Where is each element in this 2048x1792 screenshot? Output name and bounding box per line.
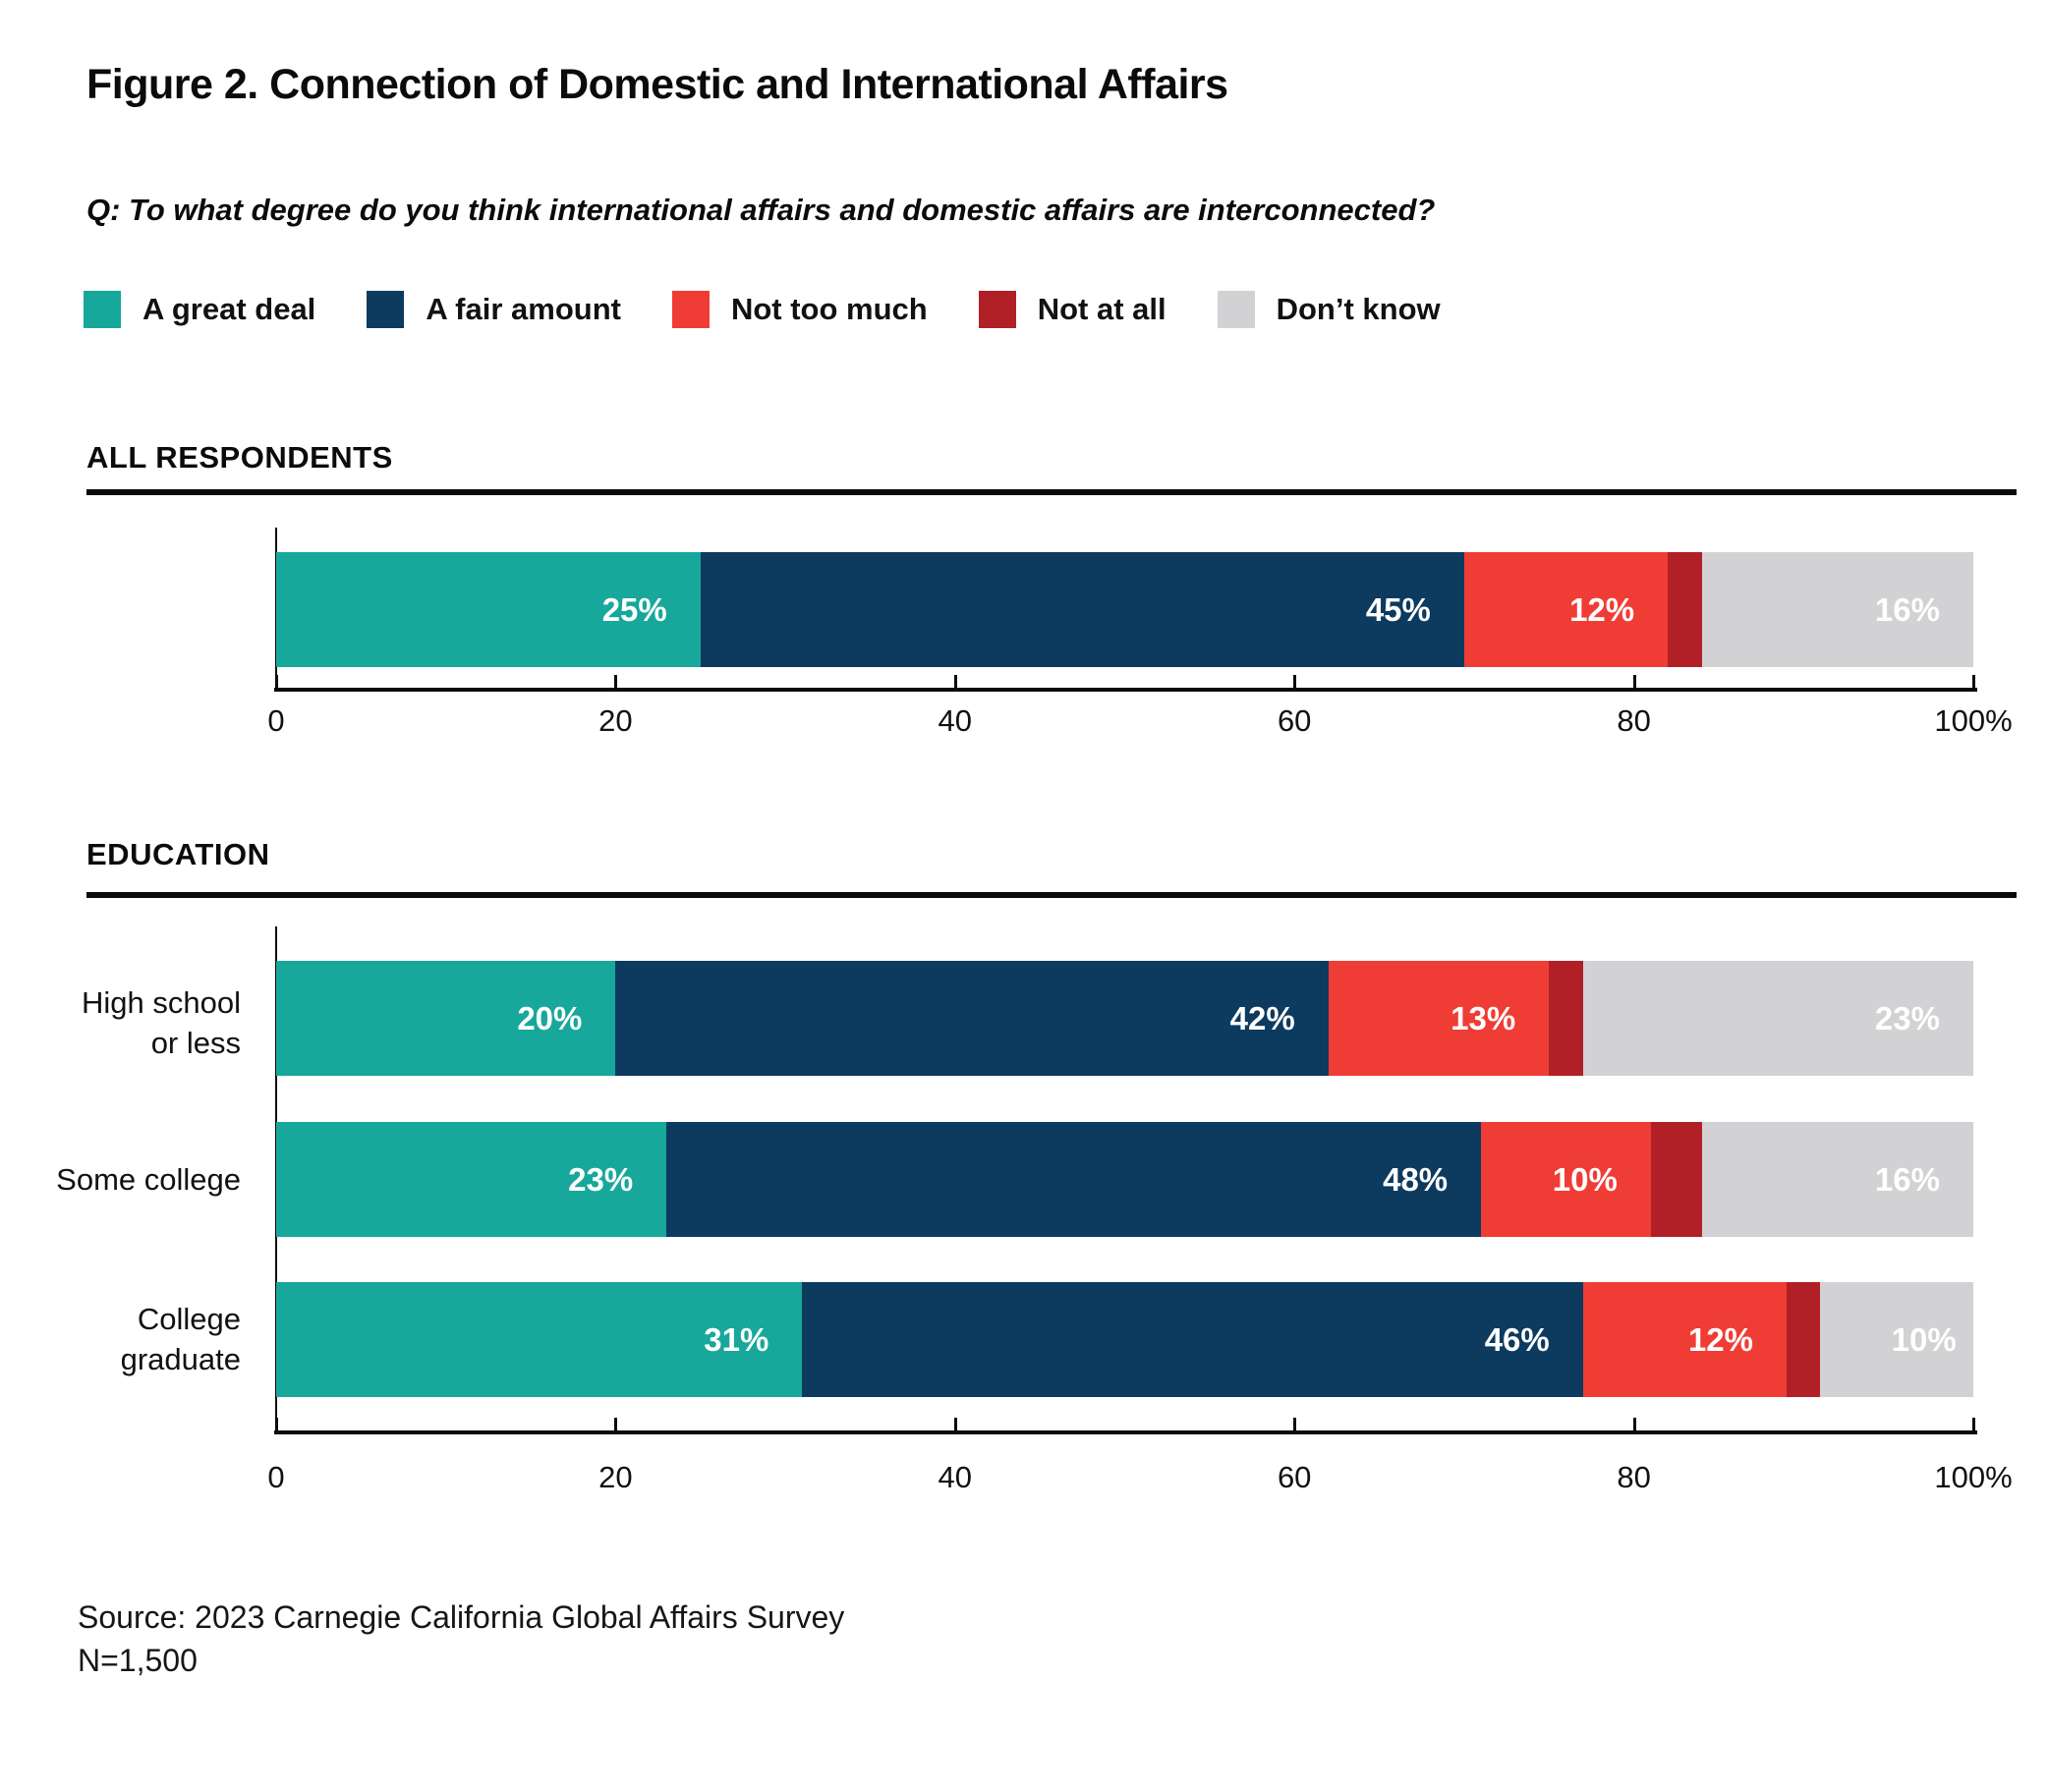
bar-segment-not_at_all [1650,1122,1702,1237]
legend-label: A fair amount [426,292,621,326]
axis-tick [1972,675,1975,688]
bar-segment-a_fair_amount: 45% [700,552,1464,667]
axis-tick-label: 20 [598,703,633,738]
stacked-bar: 20% 42% 13% 23% [276,961,1973,1076]
axis-tick-label: 100% [1934,1460,2013,1494]
section-rule [86,892,2017,898]
bar-segment-a_great_deal: 20% [276,961,616,1076]
legend-swatch-dont_know [1217,291,1255,328]
section-heading-education: EDUCATION [86,837,270,871]
x-axis-line [274,688,1977,692]
axis-tick [1632,675,1636,688]
legend: A great deal A fair amount Not too much Not… [84,291,1441,328]
bar-segment-a_great_deal: 31% [276,1282,803,1397]
bar-value-label: 23% [1874,999,1940,1036]
axis-tick [1293,675,1297,688]
bar-segment-not_too_much: 12% [1463,552,1669,667]
legend-item-not_at_all: Not at all [978,291,1166,328]
legend-label: A great deal [142,292,316,326]
bar-value-label: 12% [1569,590,1635,628]
section-heading-all-respondents: ALL RESPONDENTS [86,440,393,475]
bar-segment-dont_know: 23% [1582,961,1973,1076]
sample-size-text: N=1,500 [78,1643,198,1678]
stacked-bar: 23% 48% 10% 16% [276,1122,1973,1237]
page-title: Figure 2. Connection of Domestic and Int… [86,61,1228,108]
axis-tick [1293,1418,1297,1430]
axis-tick-label: 40 [938,1460,973,1494]
legend-label: Not at all [1037,292,1166,326]
axis-tick-label: 20 [598,1460,633,1494]
bar-value-label: 23% [568,1160,634,1198]
bar-value-label: 46% [1484,1320,1550,1358]
bar-value-label: 16% [1874,1160,1940,1198]
bar-value-label: 31% [704,1320,769,1358]
axis-tick-label: 40 [938,703,973,738]
bar-segment-a_fair_amount: 48% [666,1122,1482,1237]
stacked-bar: 31% 46% 12% 10% [276,1282,1973,1397]
source-text: Source: 2023 Carnegie California Global … [78,1599,845,1635]
bar-segment-not_at_all [1668,552,1702,667]
stacked-bar: 25% 45% 12% 16% [276,552,1973,667]
legend-item-not_too_much: Not too much [671,291,928,328]
bar-value-label: 12% [1687,1320,1753,1358]
axis-tick-label: 0 [267,1460,285,1494]
bar-segment-not_too_much: 13% [1328,961,1550,1076]
axis-tick-label: 100% [1934,703,2013,738]
legend-label: Don’t know [1276,292,1441,326]
legend-swatch-not_too_much [671,291,710,328]
axis-tick [614,1418,618,1430]
section-rule [86,489,2017,495]
bar-segment-dont_know: 16% [1701,552,1973,667]
bar-segment-not_too_much: 12% [1582,1282,1787,1397]
bar-segment-dont_know: 10% [1820,1282,1973,1397]
axis-tick [614,675,618,688]
legend-item-a_fair_amount: A fair amount [367,291,621,328]
bar-segment-not_at_all [1549,961,1583,1076]
survey-question: Q: To what degree do you think internati… [86,193,1436,227]
legend-item-a_great_deal: A great deal [84,291,315,328]
bar-segment-a_great_deal: 23% [276,1122,667,1237]
bar-segment-not_too_much: 10% [1481,1122,1651,1237]
bar-value-label: 42% [1229,999,1295,1036]
bar-value-label: 20% [517,999,583,1036]
row-label: Some college [56,1162,241,1197]
bar-segment-not_at_all [1787,1282,1820,1397]
legend-swatch-a_great_deal [84,291,121,328]
axis-tick-label: 80 [1617,1460,1651,1494]
bar-value-label: 16% [1874,590,1940,628]
axis-tick [275,675,278,688]
axis-tick [953,1418,957,1430]
axis-tick [953,675,957,688]
axis-tick [1972,1418,1975,1430]
bar-value-label: 48% [1383,1160,1449,1198]
legend-item-dont_know: Don’t know [1217,291,1441,328]
bar-value-label: 10% [1552,1160,1618,1198]
bar-value-label: 25% [601,590,667,628]
x-axis-line [274,1430,1977,1434]
axis-tick [275,1418,278,1430]
legend-label: Not too much [730,292,928,326]
axis-tick-label: 80 [1617,703,1651,738]
row-label: College graduate [120,1302,241,1376]
bar-value-label: 13% [1451,999,1516,1036]
bar-value-label: 45% [1365,590,1431,628]
legend-swatch-a_fair_amount [367,291,405,328]
axis-tick-label: 0 [267,703,285,738]
row-label: High school or less [82,985,241,1060]
axis-tick [1632,1418,1636,1430]
axis-tick-label: 60 [1277,703,1312,738]
axis-tick-label: 60 [1277,1460,1312,1494]
bar-segment-a_great_deal: 25% [276,552,701,667]
bar-segment-dont_know: 16% [1701,1122,1973,1237]
bar-value-label: 10% [1891,1320,1957,1358]
legend-swatch-not_at_all [978,291,1016,328]
bar-segment-a_fair_amount: 46% [802,1282,1583,1397]
bar-segment-a_fair_amount: 42% [615,961,1329,1076]
